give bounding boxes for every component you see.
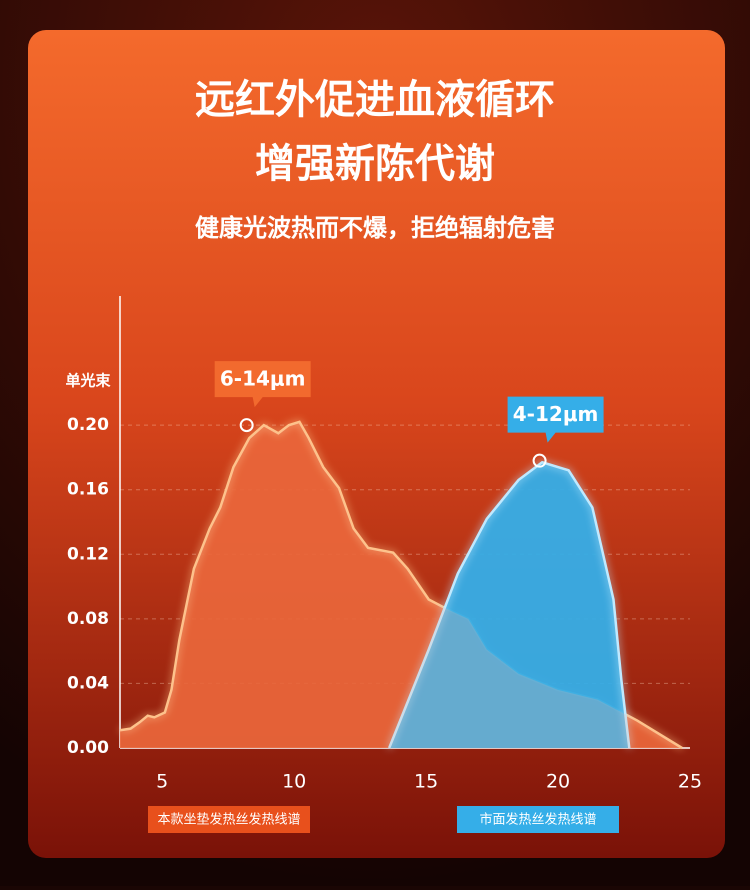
area-line	[388, 460, 631, 749]
legend-swatch	[457, 806, 619, 833]
legend-label: 本款坐垫发热丝发热线谱	[157, 812, 300, 828]
y-axis-label: 单光束	[65, 372, 111, 390]
annotation-marker	[532, 453, 547, 468]
annotation-label: 6-14μm	[220, 367, 306, 391]
legend-label: 市面发热丝发热线谱	[479, 812, 596, 828]
y-tick-label: 0.16	[67, 480, 109, 500]
area	[120, 421, 683, 748]
x-tick-label: 5	[156, 771, 168, 793]
y-tick-label: 0.00	[67, 738, 109, 758]
x-tick-label: 20	[546, 771, 570, 793]
y-tick-label: 0.04	[67, 673, 109, 693]
x-tick-label: 10	[282, 771, 306, 793]
title: 远红外促进血液循环	[195, 77, 555, 123]
x-tick-label: 15	[414, 771, 438, 793]
subtitle: 增强新陈代谢	[255, 141, 495, 187]
annotation-label: 4-12μm	[513, 402, 599, 426]
overlap	[120, 421, 683, 748]
y-tick-label: 0.08	[67, 609, 109, 629]
y-tick-label: 0.12	[67, 544, 109, 564]
x-tick-label: 25	[678, 771, 702, 793]
annotation-marker	[239, 418, 254, 433]
callout	[214, 361, 311, 408]
caption: 健康光波热而不爆，拒绝辐射危害	[195, 214, 555, 242]
legend-swatch	[148, 806, 310, 833]
area	[389, 462, 630, 748]
callout	[507, 396, 604, 443]
y-tick-label: 0.20	[67, 415, 109, 435]
